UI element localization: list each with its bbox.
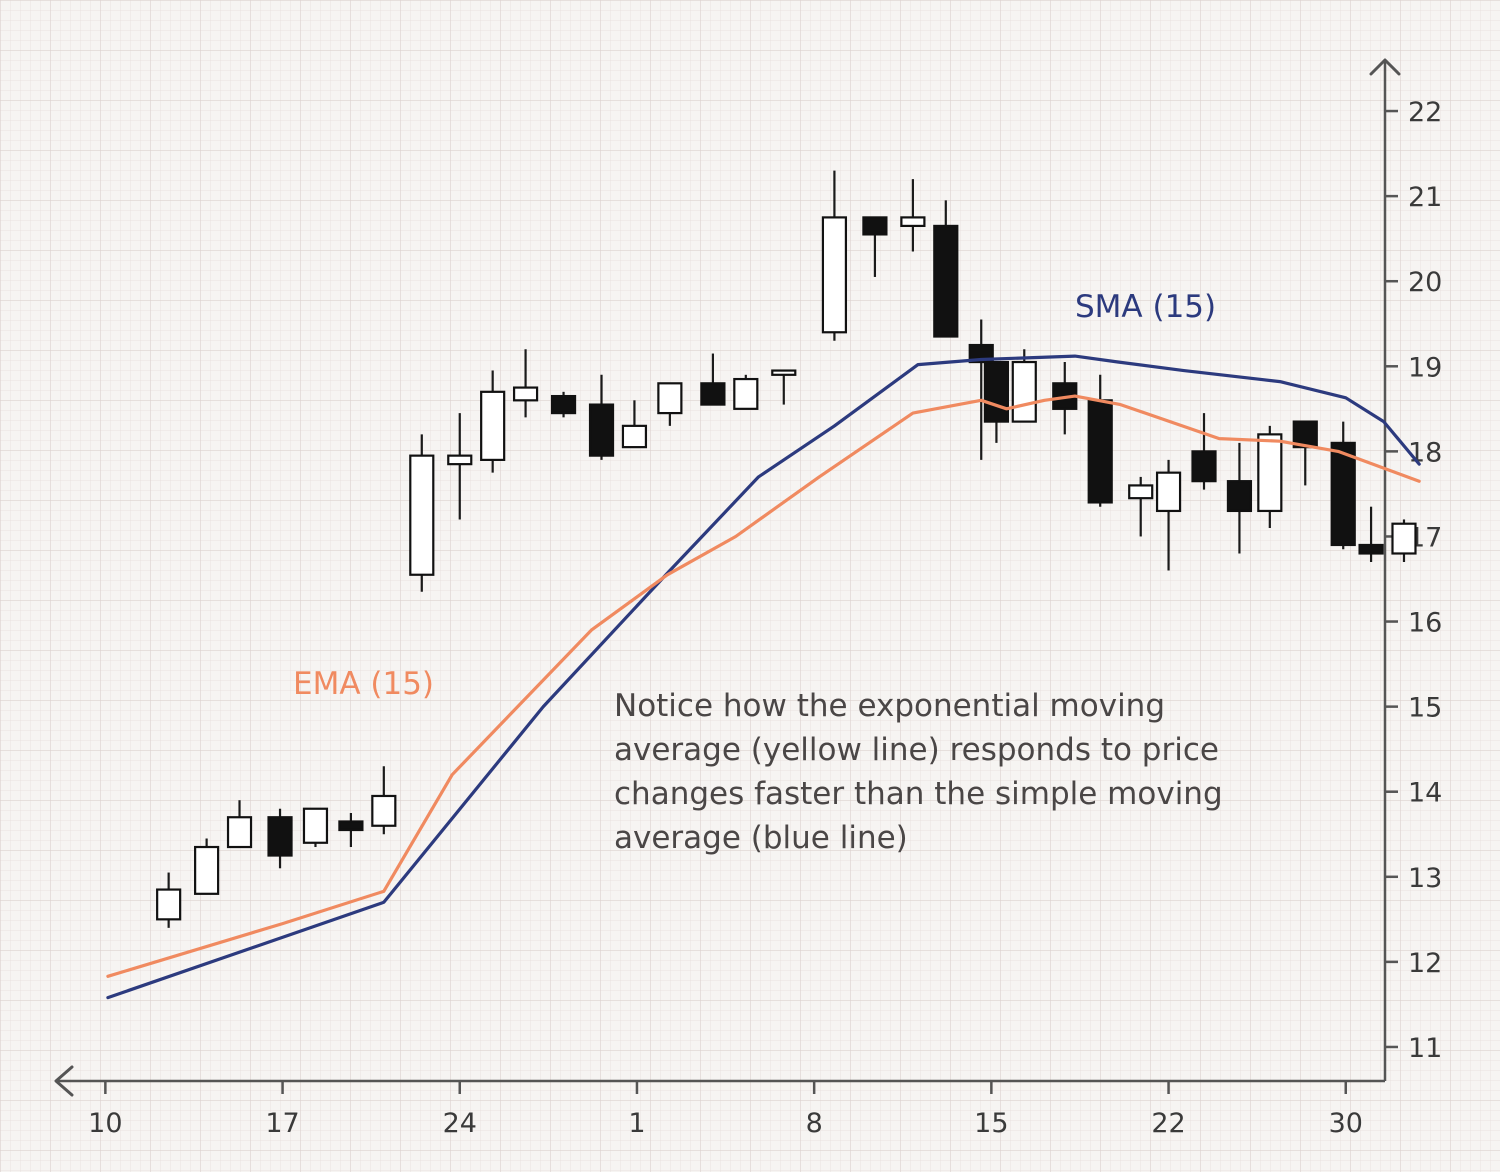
- candle-body-28: [1155, 471, 1182, 513]
- candle-body-14: [657, 382, 683, 415]
- series-label-ema: EMA (15): [293, 666, 434, 702]
- y-tick-label-0: 11: [1408, 1033, 1442, 1064]
- candle-30: [1226, 442, 1253, 554]
- y-axis-arrow: [1369, 58, 1401, 76]
- candle-28: [1155, 459, 1182, 571]
- candle-body-15: [700, 382, 726, 406]
- candle-17: [771, 369, 797, 405]
- ema-line: [106, 394, 1421, 978]
- candle-body-3: [267, 816, 293, 857]
- candle-5: [338, 812, 364, 848]
- candle-body-31: [1257, 433, 1283, 513]
- candle-body-35: [1391, 522, 1417, 555]
- y-tick-label-5: 16: [1408, 608, 1442, 639]
- candle-body-12: [588, 403, 615, 457]
- y-tick-label-7: 18: [1408, 437, 1442, 468]
- candle-27: [1128, 476, 1154, 537]
- candle-11: [550, 391, 577, 418]
- candle-body-16: [733, 377, 759, 410]
- y-tick-label-10: 21: [1408, 182, 1442, 213]
- candle-8: [447, 413, 473, 520]
- y-tick-label-11: 22: [1408, 97, 1442, 128]
- candle-2: [226, 800, 253, 849]
- candle-body-2: [226, 816, 253, 849]
- candle-body-26: [1087, 399, 1113, 504]
- candle-7: [409, 434, 435, 592]
- candle-20: [900, 179, 926, 252]
- candle-body-5: [338, 820, 364, 832]
- candle-body-6: [371, 794, 397, 827]
- candle-13: [621, 400, 648, 449]
- moving-average-lines: [106, 354, 1421, 1000]
- y-tick-label-2: 13: [1408, 863, 1442, 894]
- candle-body-23: [983, 360, 1010, 423]
- x-tick-label-1: 17: [265, 1108, 299, 1139]
- y-tick-label-1: 12: [1408, 948, 1442, 979]
- candle-9: [480, 370, 506, 473]
- candle-body-34: [1358, 543, 1384, 555]
- candle-15: [700, 353, 726, 406]
- candle-1: [194, 838, 220, 895]
- candle-33: [1330, 421, 1356, 550]
- x-tick-label-7: 30: [1329, 1108, 1363, 1139]
- candle-body-8: [447, 454, 473, 466]
- x-tick-label-2: 24: [443, 1108, 477, 1139]
- candle-body-1: [194, 845, 220, 895]
- candle-6: [371, 766, 397, 835]
- candle-31: [1257, 425, 1283, 528]
- candle-body-9: [480, 390, 506, 461]
- y-tick-label-8: 19: [1408, 352, 1442, 383]
- y-tick-label-4: 15: [1408, 693, 1442, 724]
- candle-26: [1087, 374, 1113, 507]
- candle-body-29: [1191, 450, 1217, 483]
- candle-body-0: [156, 888, 182, 921]
- candle-body-7: [409, 454, 435, 576]
- x-tick-label-3: 1: [628, 1108, 645, 1139]
- candle-body-30: [1226, 480, 1253, 513]
- sma-line: [106, 354, 1421, 1000]
- series-label-sma: SMA (15): [1075, 289, 1216, 325]
- candle-body-18: [821, 216, 848, 334]
- x-axis-arrow: [54, 1065, 74, 1097]
- annotation-text: Notice how the exponential moving averag…: [614, 688, 1223, 856]
- candle-body-4: [302, 807, 329, 844]
- candle-35: [1391, 519, 1417, 562]
- candle-3: [267, 808, 293, 869]
- y-tick-label-3: 14: [1408, 778, 1442, 809]
- candle-34: [1358, 506, 1384, 562]
- candle-29: [1191, 413, 1217, 490]
- candle-body-11: [550, 394, 577, 415]
- candle-10: [512, 349, 539, 418]
- candle-body-33: [1330, 441, 1356, 547]
- x-axis: 10 17 24 1 8 15 22 30: [54, 1065, 1385, 1139]
- candle-32: [1292, 420, 1318, 486]
- candle-4: [302, 807, 329, 848]
- candle-0: [156, 872, 182, 928]
- candle-body-19: [862, 216, 888, 236]
- candle-18: [821, 170, 848, 341]
- x-tick-label-6: 22: [1151, 1108, 1185, 1139]
- candle-body-24: [1011, 360, 1037, 423]
- candle-body-10: [512, 386, 539, 402]
- candle-21: [933, 200, 959, 338]
- candle-16: [733, 374, 759, 410]
- candles: [156, 170, 1417, 928]
- candle-19: [862, 216, 888, 277]
- candle-12: [588, 374, 615, 460]
- x-tick-label-0: 10: [88, 1108, 122, 1139]
- candle-body-17: [771, 369, 797, 376]
- x-tick-label-4: 8: [806, 1108, 823, 1139]
- candle-14: [657, 382, 683, 426]
- candle-body-20: [900, 216, 926, 228]
- candle-body-27: [1128, 484, 1154, 500]
- y-tick-label-9: 20: [1408, 267, 1442, 298]
- x-tick-label-5: 15: [974, 1108, 1008, 1139]
- candle-body-21: [933, 224, 959, 338]
- candle-body-13: [621, 424, 648, 449]
